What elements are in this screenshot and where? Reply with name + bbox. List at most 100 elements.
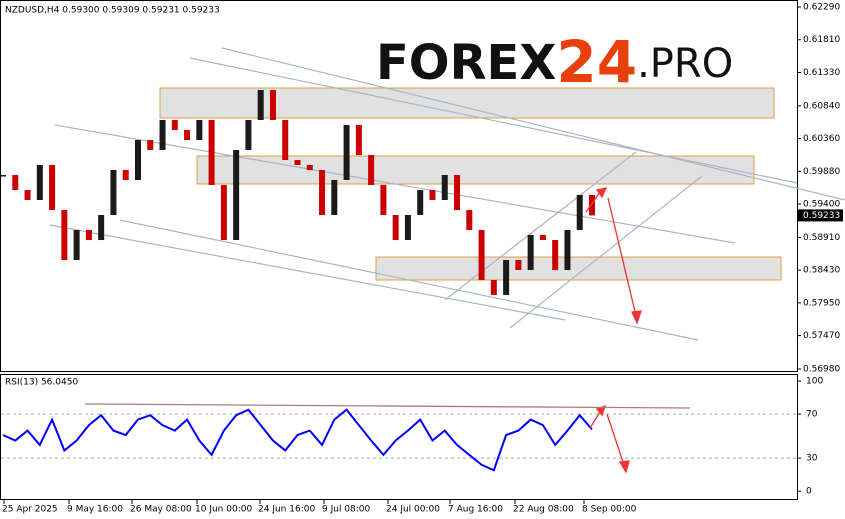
candle [171, 119, 178, 130]
candle [98, 215, 105, 241]
last-price-label: 0.59233 [803, 211, 840, 221]
zone [159, 87, 775, 119]
y-tick-label: 0.61810 [803, 35, 840, 45]
candle [576, 194, 583, 231]
arrow [585, 191, 601, 213]
candle [196, 119, 203, 141]
candle [441, 174, 448, 201]
trend-line [221, 47, 845, 201]
arrow-head [631, 310, 642, 325]
trend-line [189, 57, 798, 184]
y-tick-label: 0.60360 [803, 134, 840, 144]
candle [257, 89, 264, 120]
trend-line [444, 151, 637, 301]
rsi-tick-label: 100 [806, 377, 823, 387]
candle [269, 89, 276, 120]
y-tick-label: 0.58430 [803, 266, 840, 276]
candle [61, 210, 68, 260]
candle [49, 164, 56, 211]
candle [539, 234, 546, 241]
arrow-head [618, 460, 630, 474]
candle [466, 210, 473, 231]
x-tick-label: 9 May 16:00 [67, 505, 123, 515]
y-tick-label: 0.58910 [803, 233, 840, 243]
candle [122, 170, 129, 180]
candle [392, 215, 399, 241]
candle [454, 174, 461, 211]
y-tick-label: 0.60840 [803, 101, 840, 111]
x-tick-label: 25 Apr 2025 [2, 505, 58, 515]
y-tick-label: 0.62290 [803, 3, 840, 13]
candle [319, 170, 326, 216]
candle [306, 164, 313, 171]
zones [159, 87, 782, 281]
trend-lines [49, 47, 845, 341]
arrows [585, 187, 642, 474]
candle [564, 230, 571, 271]
candle [12, 174, 19, 190]
logo-text: 24 [556, 28, 637, 96]
candle [294, 159, 301, 165]
chart-title: NZDUSD,H4 0.59300 0.59309 0.59231 0.5923… [5, 6, 220, 16]
y-tick-label: 0.57470 [803, 331, 840, 341]
candle [380, 185, 387, 216]
rsi-trend-line [84, 403, 691, 409]
candle [515, 259, 522, 271]
arrow [606, 413, 625, 466]
candle [85, 230, 92, 241]
rsi-tick-label: 70 [806, 410, 818, 420]
x-tick-label: 24 Jun 16:00 [258, 505, 315, 515]
candle [233, 149, 240, 241]
candle [36, 164, 43, 201]
x-tick-label: 26 May 08:00 [130, 505, 192, 515]
candle [147, 140, 154, 150]
x-tick-label: 7 Aug 16:00 [448, 505, 503, 515]
trend-line [509, 175, 703, 329]
candle [368, 155, 375, 186]
y-tick-label: 0.56980 [803, 365, 840, 375]
candle [0, 174, 6, 177]
candle [343, 125, 350, 180]
candle [404, 215, 411, 241]
candle [159, 119, 166, 150]
candle [355, 125, 362, 156]
trend-line [49, 224, 566, 321]
logo-text: .PRO [637, 41, 733, 87]
candle [110, 170, 117, 216]
y-tick-label: 0.61330 [803, 68, 840, 78]
rsi-tick-label: 30 [806, 454, 818, 464]
candle [282, 119, 289, 160]
rsi-line [2, 408, 593, 472]
candle [134, 140, 141, 180]
candle [245, 119, 252, 150]
rsi-label: RSI(13) 56.0450 [5, 378, 78, 388]
candle [220, 185, 227, 241]
logo-text: FOREX [376, 35, 556, 91]
candle [429, 189, 436, 201]
price-panel [0, 0, 798, 372]
zone [375, 256, 782, 281]
trend-line [119, 219, 699, 341]
y-tick-label: 0.59400 [803, 200, 840, 210]
y-tick-label: 0.57950 [803, 298, 840, 308]
trend-line [54, 124, 736, 244]
candle [552, 240, 559, 271]
candle [184, 129, 191, 141]
candle [331, 179, 338, 216]
last-price-box [797, 209, 843, 222]
x-tick-label: 8 Sep 00:00 [582, 505, 637, 515]
candle [208, 119, 215, 186]
arrow [607, 197, 637, 317]
x-tick-label: 22 Aug 08:00 [513, 505, 574, 515]
y-tick-label: 0.59880 [803, 167, 840, 177]
candle [527, 234, 534, 271]
zone [196, 155, 755, 185]
x-tick-label: 10 Jun 00:00 [195, 505, 252, 515]
x-tick-label: 24 Jul 00:00 [386, 505, 440, 515]
rsi-tick-label: 0 [806, 487, 812, 497]
candle [589, 194, 595, 216]
arrow [589, 411, 601, 429]
candle [490, 279, 497, 295]
candle [24, 189, 31, 201]
